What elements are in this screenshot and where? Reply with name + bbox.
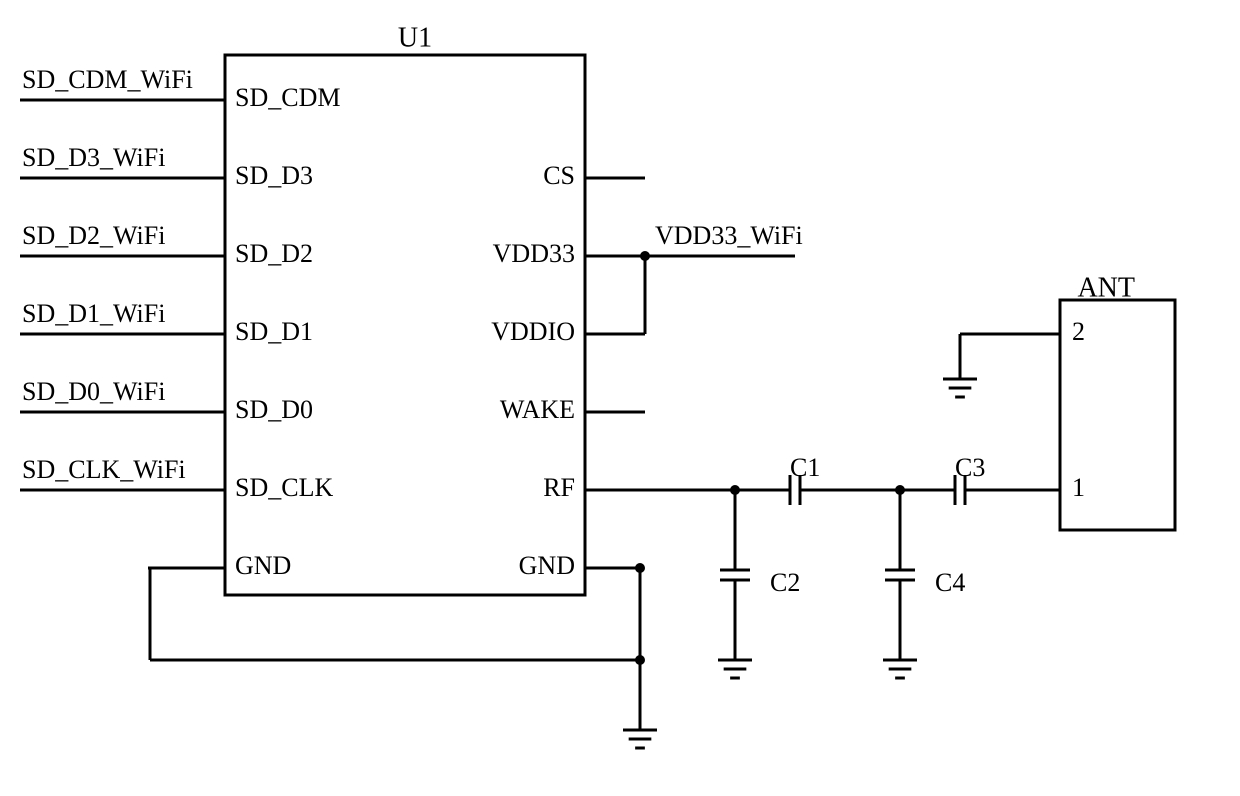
svg-text:GND: GND: [235, 551, 291, 580]
svg-text:SD_CDM_WiFi: SD_CDM_WiFi: [22, 65, 193, 94]
svg-text:VDDIO: VDDIO: [491, 317, 575, 346]
svg-text:1: 1: [1072, 473, 1085, 502]
svg-text:C1: C1: [790, 453, 820, 482]
svg-text:SD_D2: SD_D2: [235, 239, 313, 268]
svg-text:U1: U1: [398, 22, 432, 53]
svg-text:RF: RF: [543, 473, 575, 502]
svg-text:SD_CLK: SD_CLK: [235, 473, 333, 502]
svg-text:VDD33: VDD33: [493, 239, 575, 268]
svg-text:SD_D0: SD_D0: [235, 395, 313, 424]
svg-text:SD_D3_WiFi: SD_D3_WiFi: [22, 143, 165, 172]
svg-text:C4: C4: [935, 568, 965, 597]
svg-text:WAKE: WAKE: [500, 395, 575, 424]
svg-text:SD_D0_WiFi: SD_D0_WiFi: [22, 377, 165, 406]
svg-text:SD_D1: SD_D1: [235, 317, 313, 346]
svg-text:SD_CDM: SD_CDM: [235, 83, 340, 112]
svg-text:CS: CS: [543, 161, 575, 190]
svg-text:C2: C2: [770, 568, 800, 597]
svg-text:SD_CLK_WiFi: SD_CLK_WiFi: [22, 455, 186, 484]
svg-text:C3: C3: [955, 453, 985, 482]
svg-text:VDD33_WiFi: VDD33_WiFi: [655, 221, 803, 250]
svg-text:ANT: ANT: [1077, 272, 1135, 303]
svg-text:2: 2: [1072, 317, 1085, 346]
svg-text:SD_D3: SD_D3: [235, 161, 313, 190]
svg-text:SD_D1_WiFi: SD_D1_WiFi: [22, 299, 165, 328]
svg-text:SD_D2_WiFi: SD_D2_WiFi: [22, 221, 165, 250]
svg-text:GND: GND: [519, 551, 575, 580]
